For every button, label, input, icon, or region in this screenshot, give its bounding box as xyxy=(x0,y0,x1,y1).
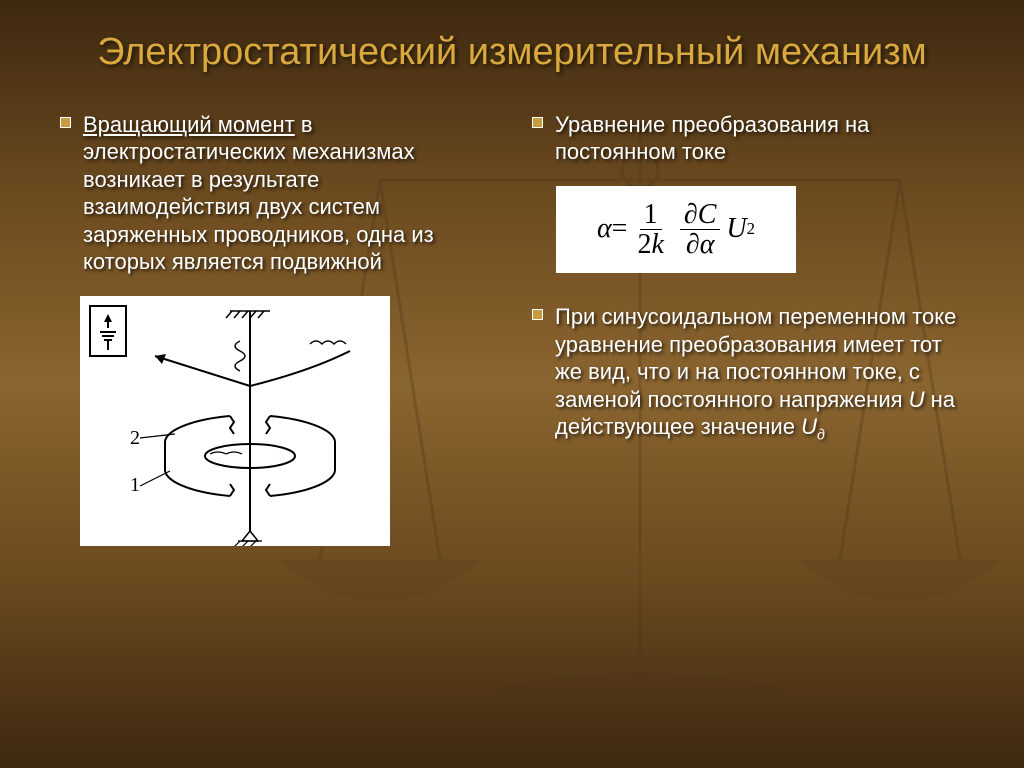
formula: α = 1 2k ∂C ∂α U2 xyxy=(556,186,796,274)
right-text-1: Уравнение преобразования на постоянном т… xyxy=(555,111,964,166)
var-Ud: Uд xyxy=(801,414,825,439)
torque-term: Вращающий момент xyxy=(83,112,295,137)
bullet-icon xyxy=(532,309,543,320)
bullet-icon xyxy=(532,117,543,128)
bullet-icon xyxy=(60,117,71,128)
right-bullet-2: При синусоидальном переменном токе уравн… xyxy=(532,303,964,445)
left-bullet-1: Вращающий момент в электростатических ме… xyxy=(60,111,492,276)
right-text-2a: При синусоидальном переменном токе уравн… xyxy=(555,304,956,412)
right-column: Уравнение преобразования на постоянном т… xyxy=(532,111,964,546)
diagram-label-1: 1 xyxy=(130,474,140,496)
mechanism-diagram: 1 2 xyxy=(80,296,390,546)
var-U: U xyxy=(909,387,925,412)
slide-title: Электростатический измерительный механиз… xyxy=(60,30,964,76)
diagram-label-2: 2 xyxy=(130,427,140,449)
right-bullet-1: Уравнение преобразования на постоянном т… xyxy=(532,111,964,166)
left-column: Вращающий момент в электростатических ме… xyxy=(60,111,492,546)
two-column-layout: Вращающий момент в электростатических ме… xyxy=(60,111,964,546)
